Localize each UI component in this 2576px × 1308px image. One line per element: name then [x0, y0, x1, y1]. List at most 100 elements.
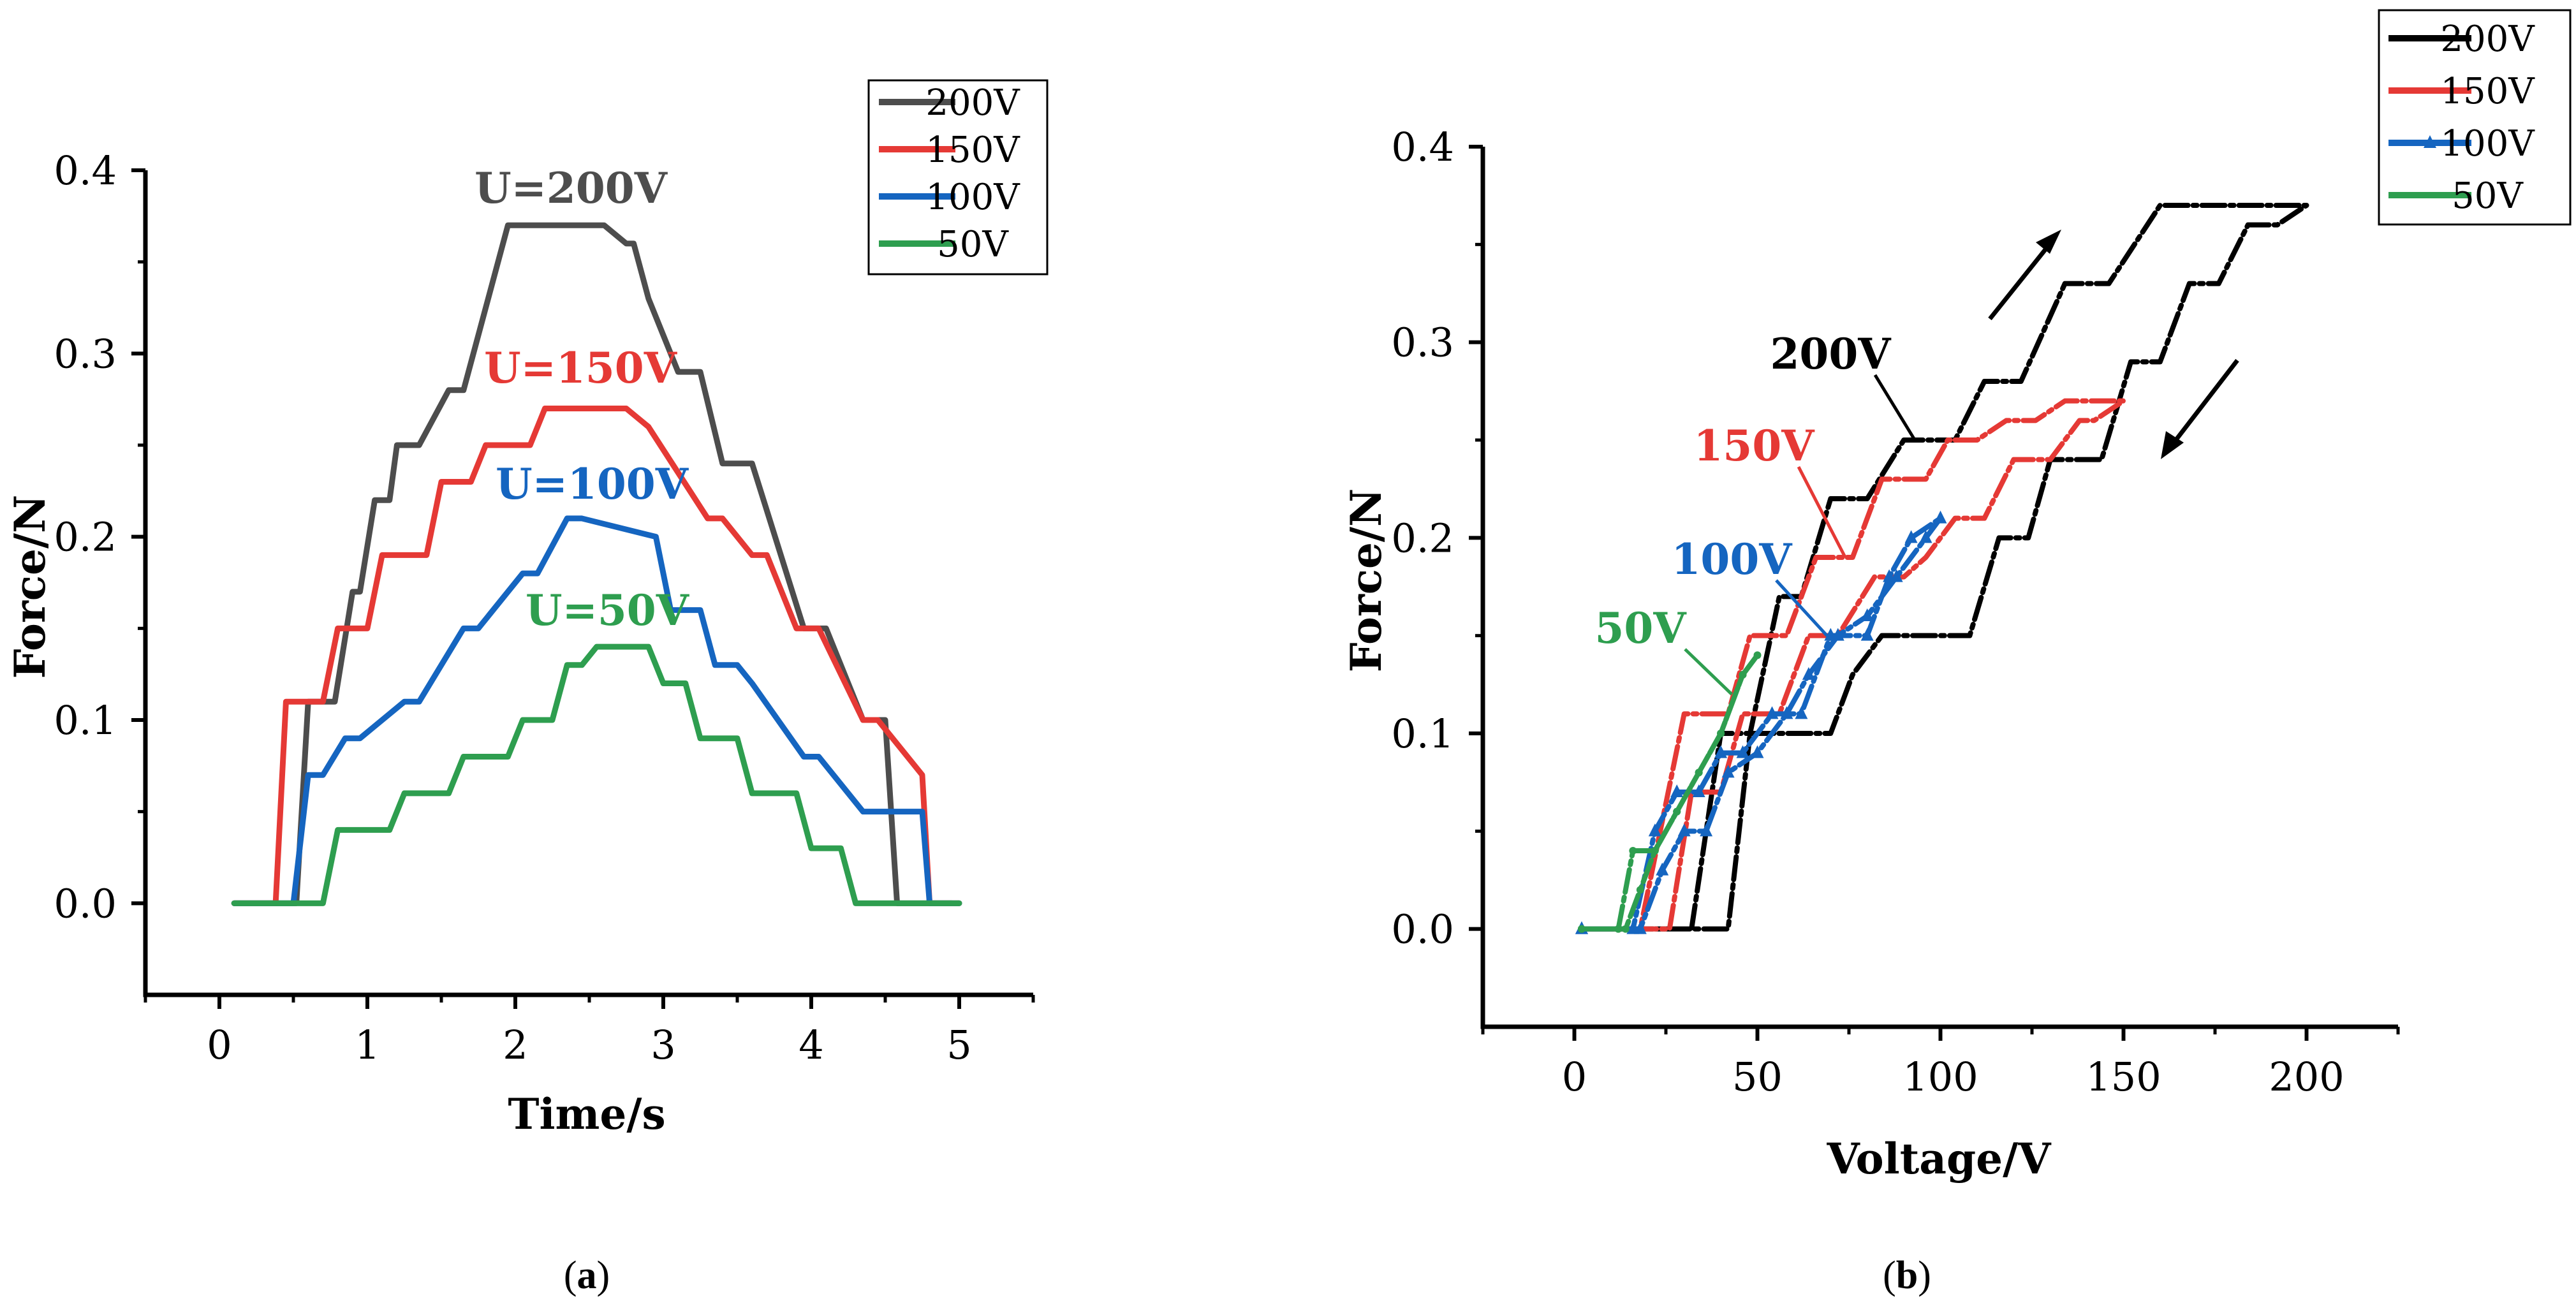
- series-group-a: [231, 222, 962, 906]
- y-ticks-b: 0.0 0.1 0.2 0.3 0.4: [1391, 124, 1483, 953]
- annotation-leader-b-200V: [1873, 374, 1917, 441]
- marker-b-50V-13: [1651, 847, 1659, 855]
- marker-b-100V-15: [1890, 569, 1903, 582]
- marker-b-50V-1: [1614, 925, 1623, 933]
- series-line-a-200V: [231, 222, 955, 906]
- x-tick-label-a-2: 2: [503, 1022, 527, 1068]
- chart-panel-b: 0 50 100 150 200 0.0 0.1 0.2 0.3 0.4 200V 150V 100…: [1341, 9, 2572, 1184]
- legend-label-a-100V: 100V: [925, 177, 1020, 218]
- marker-b-100V-25: [1633, 921, 1647, 934]
- annotation-leader-b-100V: [1775, 579, 1829, 637]
- marker-b-50V-11: [1695, 768, 1703, 777]
- annotation-leader-b-50V: [1684, 648, 1733, 696]
- y-ticks-a: 0.0 0.1 0.2 0.3 0.4: [54, 147, 145, 927]
- legend-label-a-50V: 50V: [937, 224, 1009, 265]
- marker-b-100V-17: [1831, 628, 1844, 641]
- caption-a-letter: a: [577, 1254, 597, 1297]
- y-tick-label-a-4: 0.4: [54, 147, 117, 194]
- marker-b-100V-4: [1692, 784, 1705, 797]
- marker-b-100V-20: [1751, 745, 1764, 758]
- marker-b-100V-8: [1795, 706, 1808, 719]
- marker-b-50V-12: [1673, 807, 1681, 816]
- annotation-a-50V: U=50V: [526, 585, 690, 635]
- marker-b-50V-9: [1739, 671, 1747, 679]
- marker-b-100V-13: [1934, 510, 1947, 524]
- x-tick-label-b-4: 200: [2269, 1054, 2344, 1100]
- marker-b-100V-19: [1780, 706, 1793, 719]
- legend-marker-b-100V: [2424, 135, 2436, 148]
- y-axis-title-b: Force/N: [1341, 489, 1391, 673]
- y-tick-label-b-3: 0.3: [1391, 320, 1454, 366]
- series-group-b: [1575, 203, 2309, 934]
- y-tick-label-a-2: 0.2: [54, 514, 117, 561]
- legend-label-a-200V: 200V: [925, 82, 1020, 124]
- annotation-a-150V: U=150V: [484, 343, 678, 393]
- marker-b-100V-22: [1700, 823, 1713, 837]
- marker-b-100V-24: [1656, 862, 1669, 876]
- annotation-b-50V: 50V: [1594, 603, 1687, 653]
- x-ticks-b: 0 50 100 150 200: [1481, 1027, 2400, 1100]
- marker-b-100V-16: [1860, 608, 1874, 621]
- annotation-a-100V: U=100V: [496, 459, 689, 509]
- x-tick-label-a-5: 5: [946, 1022, 971, 1068]
- caption-a: (a): [564, 1254, 610, 1297]
- y-tick-label-a-0: 0.0: [54, 880, 117, 927]
- down-arrow-icon: [2161, 358, 2239, 459]
- y-tick-label-b-1: 0.1: [1391, 710, 1454, 757]
- y-tick-label-b-2: 0.2: [1391, 515, 1454, 561]
- caption-b: (b): [1883, 1254, 1931, 1297]
- y-tick-label-a-3: 0.3: [54, 330, 117, 377]
- marker-b-100V-6: [1736, 745, 1749, 758]
- x-ticks-a: 0 1 2 3 4 5: [144, 995, 1035, 1068]
- x-tick-label-b-1: 50: [1732, 1054, 1783, 1100]
- annotation-b-100V: 100V: [1672, 534, 1793, 584]
- marker-b-100V-21: [1721, 765, 1735, 778]
- x-tick-label-b-2: 100: [1903, 1054, 1978, 1100]
- annotation-leader-b-150V: [1797, 466, 1847, 559]
- x-tick-label-a-4: 4: [799, 1022, 823, 1068]
- marker-b-100V-2: [1648, 823, 1661, 837]
- annotation-b-150V: 150V: [1694, 421, 1816, 471]
- up-arrow-icon: [1988, 230, 2061, 321]
- caption-b-letter: b: [1896, 1254, 1918, 1297]
- y-tick-label-a-1: 0.1: [54, 697, 117, 744]
- legend-label-a-150V: 150V: [925, 129, 1020, 171]
- x-tick-label-a-0: 0: [207, 1022, 232, 1068]
- marker-b-100V-7: [1765, 706, 1779, 719]
- annotation-b-200V: 200V: [1770, 329, 1892, 379]
- series-line-a-50V: [231, 643, 962, 906]
- marker-b-50V-2: [1629, 847, 1637, 855]
- legend-box-b: [2378, 9, 2572, 226]
- x-tick-label-b-3: 150: [2086, 1054, 2161, 1100]
- x-axis-title-b: Voltage/V: [1827, 1134, 2052, 1184]
- y-tick-label-b-4: 0.4: [1391, 124, 1454, 170]
- marker-b-100V-3: [1670, 784, 1684, 797]
- series-line-a-150V: [231, 406, 962, 906]
- legend-label-b-200V: 200V: [2440, 18, 2535, 60]
- marker-b-100V-5: [1714, 745, 1728, 758]
- marker-b-100V-12: [1904, 530, 1918, 543]
- marker-b-50V-10: [1717, 730, 1725, 737]
- direction-arrows-b: [1988, 230, 2239, 459]
- legend-label-b-50V: 50V: [2452, 175, 2524, 217]
- x-tick-label-a-1: 1: [355, 1022, 379, 1068]
- marker-b-50V-15: [1621, 925, 1630, 933]
- marker-b-50V-8: [1753, 651, 1762, 659]
- marker-b-100V-10: [1860, 628, 1874, 641]
- x-axis-title-a: Time/s: [508, 1089, 665, 1139]
- y-axis-title-a: Force/N: [5, 495, 55, 679]
- marker-b-100V-23: [1677, 823, 1691, 837]
- marker-b-50V-16: [1577, 925, 1586, 933]
- marker-b-100V-14: [1919, 530, 1932, 543]
- legend-a: 200V 150V 100V 50V: [867, 79, 1049, 276]
- x-tick-label-b-0: 0: [1562, 1054, 1587, 1100]
- series-line-b-150V: [1579, 398, 2126, 932]
- y-tick-label-b-0: 0.0: [1391, 906, 1454, 953]
- series-line-a-100V: [231, 515, 962, 906]
- marker-b-100V-18: [1802, 667, 1815, 680]
- marker-b-50V-14: [1636, 886, 1644, 894]
- annotations-a: U=200V U=150V U=100V U=50V: [475, 163, 690, 635]
- x-tick-label-a-3: 3: [651, 1022, 675, 1068]
- legend-label-b-100V: 100V: [2440, 123, 2535, 165]
